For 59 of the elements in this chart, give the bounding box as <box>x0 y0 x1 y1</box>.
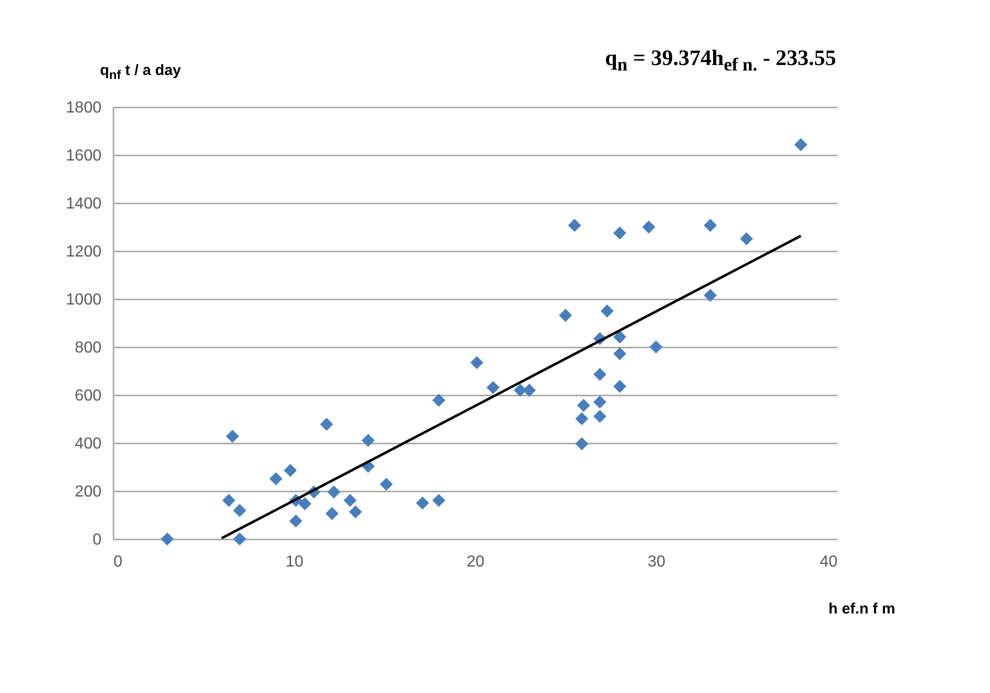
y-tick-label: 400 <box>74 436 102 452</box>
y-tick-label: 1200 <box>66 244 102 260</box>
y-tick-label: 800 <box>74 340 102 356</box>
x-tick-label: 10 <box>286 554 304 570</box>
point <box>344 494 357 507</box>
point <box>558 308 572 322</box>
point <box>613 347 626 360</box>
point <box>432 394 446 407</box>
point <box>593 410 606 423</box>
x-axis-title: h ef.n f m <box>828 600 896 618</box>
point <box>470 356 484 370</box>
point <box>233 532 246 546</box>
y-axis-title: q$_{nf}$ t / a day <box>100 62 182 82</box>
point <box>226 430 239 443</box>
point <box>649 340 663 354</box>
point <box>233 504 246 517</box>
point <box>298 497 312 510</box>
point <box>794 138 808 152</box>
point <box>613 330 626 344</box>
point <box>325 507 339 520</box>
point <box>704 218 717 232</box>
point <box>160 532 174 546</box>
point <box>568 218 582 232</box>
point <box>575 437 588 450</box>
point <box>327 485 340 498</box>
point <box>593 395 606 408</box>
point <box>613 380 626 393</box>
point <box>320 418 334 431</box>
point <box>222 494 236 507</box>
y-tick-label: 200 <box>74 484 102 500</box>
point <box>740 232 754 246</box>
y-tick-label: 600 <box>74 388 102 404</box>
point <box>593 368 606 381</box>
y-tick-label: 1400 <box>66 196 102 212</box>
x-tick-label: 0 <box>114 554 122 570</box>
x-tick-label: 40 <box>820 554 838 570</box>
x-tick-label: 30 <box>648 554 666 570</box>
point <box>362 434 375 447</box>
y-tick-label: 0 <box>92 532 102 548</box>
point <box>349 505 362 518</box>
point <box>289 514 302 528</box>
point <box>704 288 717 302</box>
text: q$_{n}$ = 39.374h$_{ef n.}$ - 233.55 <box>605 45 836 76</box>
point <box>575 412 588 426</box>
y-tick-label: 1800 <box>66 100 102 116</box>
y-tick-label: 1600 <box>66 148 102 164</box>
point <box>269 472 282 486</box>
point <box>432 494 446 507</box>
point <box>577 398 590 412</box>
point <box>284 464 297 477</box>
point <box>600 304 614 318</box>
point <box>416 496 430 510</box>
y-tick-label: 1000 <box>66 292 102 308</box>
point <box>522 384 536 397</box>
x-tick-label: 20 <box>466 554 484 570</box>
point <box>642 220 656 234</box>
point <box>486 381 500 394</box>
point <box>613 226 626 240</box>
point <box>380 478 393 491</box>
